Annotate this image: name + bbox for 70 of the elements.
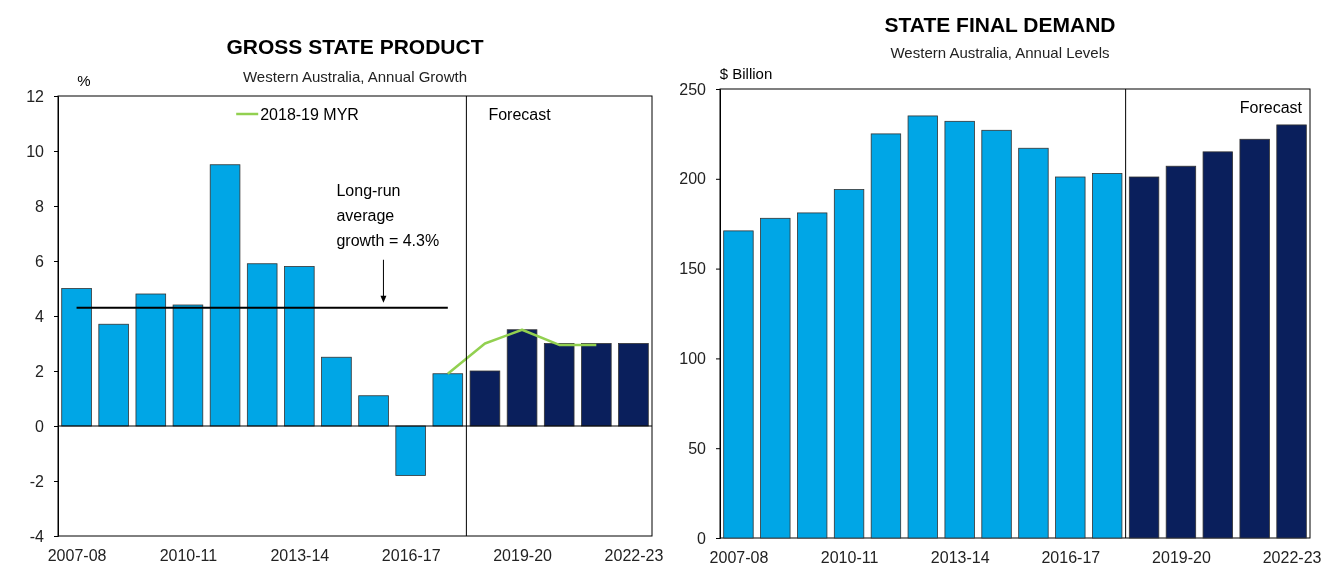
- bar: [543, 343, 575, 427]
- x-tick-label: 2013-14: [930, 549, 990, 567]
- y-tick-label: 100: [679, 350, 707, 368]
- x-tick-label: 2016-17: [381, 547, 441, 565]
- y-tick-label: 12: [26, 87, 45, 105]
- y-tick-label: 0: [697, 529, 707, 547]
- bar: [209, 164, 241, 427]
- bar: [1202, 151, 1233, 539]
- bar: [358, 395, 389, 427]
- bar: [506, 329, 538, 427]
- chart-subtitle: Western Australia, Annual Growth: [242, 68, 468, 85]
- bar: [760, 217, 791, 539]
- bar: [1018, 147, 1049, 539]
- bar: [1128, 176, 1160, 539]
- bar: [469, 370, 501, 427]
- chart-title: GROSS STATE PRODUCT: [226, 35, 484, 58]
- y-axis-title: %: [77, 72, 91, 89]
- y-tick-label: 10: [26, 142, 45, 160]
- x-tick-label: 2010-11: [159, 547, 218, 565]
- bar: [907, 115, 938, 539]
- y-tick-label: 200: [679, 170, 707, 188]
- x-tick-label: 2007-08: [709, 549, 769, 567]
- chart-subtitle: Western Australia, Annual Levels: [890, 44, 1110, 61]
- x-tick-label: 2019-20: [1152, 549, 1211, 567]
- bar: [981, 129, 1012, 539]
- bar: [1239, 138, 1270, 539]
- bar: [797, 212, 828, 539]
- y-tick-label: 0: [35, 417, 45, 435]
- x-tick-label: 2022-23: [604, 547, 664, 565]
- y-tick-label: -2: [29, 472, 45, 490]
- bar: [581, 343, 612, 427]
- x-tick-label: 2010-11: [820, 549, 879, 567]
- x-tick-label: 2019-20: [493, 547, 553, 565]
- bar: [432, 373, 464, 427]
- bar: [1055, 176, 1086, 539]
- bar: [944, 120, 975, 539]
- bar: [1276, 124, 1307, 539]
- x-tick-label: 2007-08: [47, 547, 107, 565]
- y-tick-label: 8: [35, 197, 45, 215]
- y-tick-label: 250: [679, 80, 707, 98]
- bar: [284, 266, 315, 427]
- legend-label: 2018-19 MYR: [260, 106, 359, 123]
- bar: [723, 230, 754, 539]
- bar: [1092, 173, 1123, 539]
- y-tick-label: 4: [35, 307, 45, 325]
- y-tick-label: 150: [679, 260, 707, 278]
- bar: [1165, 165, 1197, 539]
- bar: [833, 189, 865, 539]
- ref-line-label: Long-run average growth = 4.3%: [336, 181, 440, 249]
- annotation: Forecast: [488, 106, 552, 123]
- y-tick-label: 6: [35, 252, 45, 270]
- x-tick-label: 2022-23: [1262, 549, 1322, 567]
- y-tick-label: 50: [688, 439, 707, 457]
- bar: [246, 263, 278, 427]
- y-tick-label: 2: [35, 362, 45, 380]
- bar: [61, 288, 92, 427]
- bar: [395, 425, 426, 476]
- bar: [870, 133, 902, 539]
- bar: [172, 304, 204, 427]
- x-tick-label: 2013-14: [270, 547, 330, 565]
- annotation: Forecast: [1239, 99, 1303, 116]
- line-series: [446, 328, 598, 375]
- chart-title: STATE FINAL DEMAND: [884, 13, 1116, 36]
- x-tick-label: 2016-17: [1041, 549, 1101, 567]
- y-axis-title: $ Billion: [719, 65, 773, 82]
- bar: [98, 323, 129, 427]
- y-tick-label: -4: [29, 527, 45, 545]
- bar: [618, 343, 649, 427]
- bar: [135, 293, 167, 427]
- bar: [321, 356, 352, 427]
